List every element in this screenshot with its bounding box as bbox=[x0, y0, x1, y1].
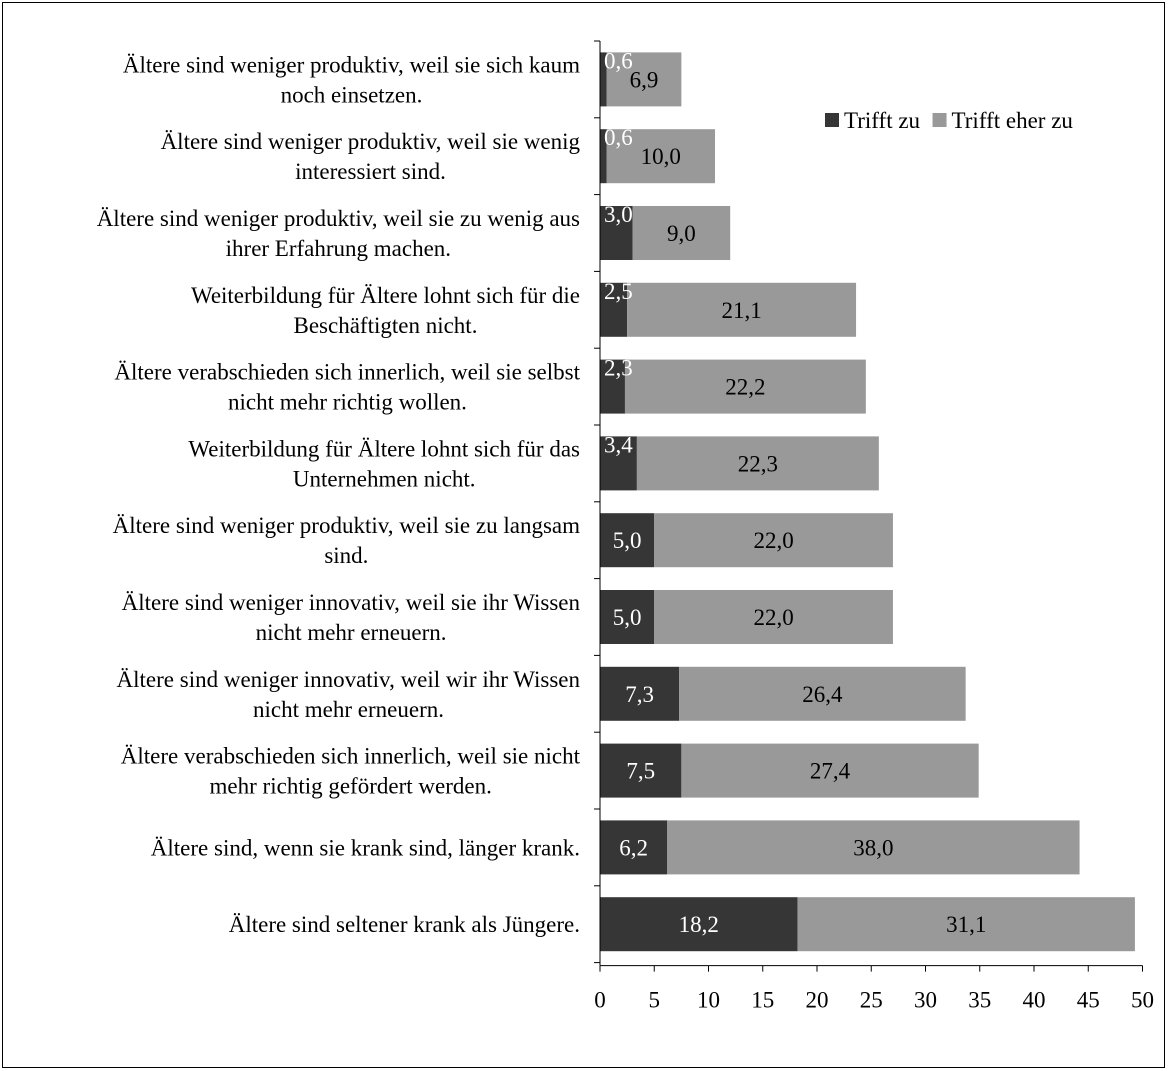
bar-trifft-zu bbox=[600, 52, 607, 107]
bar-trifft-zu bbox=[600, 590, 655, 644]
bar-value-label: 0,6 bbox=[604, 48, 633, 73]
bar-value-label: 38,0 bbox=[853, 835, 893, 860]
bar-value-label: 31,1 bbox=[946, 912, 986, 937]
category-label: Ältere sind weniger produktiv, weil sie … bbox=[97, 206, 580, 231]
bar-value-label: 0,6 bbox=[604, 125, 633, 150]
legend-swatch bbox=[932, 113, 947, 127]
bar-value-label: 10,0 bbox=[641, 144, 681, 169]
x-tick-label: 50 bbox=[1131, 988, 1154, 1013]
bar-trifft-zu bbox=[600, 359, 625, 414]
bar-trifft-eher-zu bbox=[797, 897, 1135, 952]
category-label: Unternehmen nicht. bbox=[293, 466, 476, 491]
bar-value-label: 3,4 bbox=[604, 432, 633, 457]
bar-value-label: 9,0 bbox=[667, 221, 696, 246]
x-tick-label: 30 bbox=[914, 988, 937, 1013]
x-tick-label: 25 bbox=[860, 988, 883, 1013]
bar-trifft-zu bbox=[600, 129, 607, 184]
legend-swatch bbox=[825, 113, 839, 127]
bar-trifft-eher-zu bbox=[679, 666, 966, 721]
bar-trifft-zu bbox=[600, 513, 655, 568]
bar-value-label: 3,0 bbox=[604, 202, 633, 227]
x-tick-label: 5 bbox=[649, 988, 661, 1013]
category-label: Ältere verabschieden sich innerlich, wei… bbox=[114, 360, 580, 385]
category-label: interessiert sind. bbox=[295, 159, 446, 184]
x-tick-label: 0 bbox=[594, 988, 606, 1013]
bar-trifft-eher-zu bbox=[624, 359, 866, 414]
stacked-bar-chart: 0,66,90,610,03,09,02,521,12,322,23,422,3… bbox=[97, 40, 1154, 1013]
category-label: nicht mehr erneuern. bbox=[256, 620, 447, 645]
bar-value-label: 7,3 bbox=[625, 682, 654, 707]
x-tick-label: 10 bbox=[697, 988, 720, 1013]
bar-trifft-zu bbox=[600, 820, 668, 875]
bar-trifft-zu bbox=[600, 282, 628, 337]
category-label: nicht mehr richtig wollen. bbox=[228, 390, 467, 415]
bar-value-label: 22,3 bbox=[738, 451, 778, 476]
category-label: Weiterbildung für Ältere lohnt sich für … bbox=[191, 283, 580, 308]
bar-trifft-eher-zu bbox=[667, 820, 1080, 875]
bar-value-label: 27,4 bbox=[810, 759, 851, 784]
bar-value-label: 22,0 bbox=[753, 605, 793, 630]
category-label: Ältere sind weniger produktiv, weil sie … bbox=[161, 129, 581, 154]
category-label: Ältere sind weniger produktiv, weil sie … bbox=[113, 513, 580, 538]
bar-trifft-eher-zu bbox=[654, 590, 893, 644]
legend-label: Trifft eher zu bbox=[952, 108, 1074, 133]
bar-value-label: 18,2 bbox=[679, 912, 719, 937]
category-label: sind. bbox=[324, 543, 368, 568]
x-tick-label: 40 bbox=[1023, 988, 1046, 1013]
bar-value-label: 5,0 bbox=[613, 605, 642, 630]
category-label: mehr richtig gefördert werden. bbox=[210, 774, 492, 799]
bar-trifft-eher-zu bbox=[606, 52, 682, 107]
category-label: Ältere sind, wenn sie krank sind, länger… bbox=[151, 835, 580, 860]
bar-trifft-eher-zu bbox=[632, 206, 731, 260]
category-label: Ältere verabschieden sich innerlich, wei… bbox=[121, 744, 581, 769]
legend-label: Trifft zu bbox=[844, 108, 921, 133]
category-label: nicht mehr erneuern. bbox=[253, 697, 444, 722]
bar-trifft-zu bbox=[600, 436, 637, 491]
category-label: Ältere sind weniger innovativ, weil wir … bbox=[117, 667, 581, 692]
category-label: Ältere sind weniger innovativ, weil sie … bbox=[122, 590, 581, 615]
bar-trifft-eher-zu bbox=[681, 743, 979, 798]
bar-value-label: 21,1 bbox=[721, 298, 761, 323]
category-label: ihrer Erfahrung machen. bbox=[226, 236, 451, 261]
x-tick-label: 45 bbox=[1077, 988, 1100, 1013]
bar-trifft-zu bbox=[600, 666, 680, 721]
bar-value-label: 2,5 bbox=[604, 279, 633, 304]
bar-trifft-eher-zu bbox=[654, 513, 893, 568]
category-label: Ältere sind weniger produktiv, weil sie … bbox=[123, 52, 580, 77]
bar-value-label: 22,2 bbox=[725, 375, 765, 400]
bar-value-label: 22,0 bbox=[753, 528, 793, 553]
bar-value-label: 2,3 bbox=[604, 356, 633, 381]
bar-value-label: 7,5 bbox=[626, 759, 655, 784]
bar-trifft-zu bbox=[600, 743, 682, 798]
category-label: Ältere sind seltener krank als Jüngere. bbox=[229, 912, 580, 937]
bar-trifft-eher-zu bbox=[636, 436, 879, 491]
bar-value-label: 26,4 bbox=[802, 682, 843, 707]
x-tick-label: 15 bbox=[751, 988, 774, 1013]
category-label: noch einsetzen. bbox=[281, 82, 423, 107]
category-label: Weiterbildung für Ältere lohnt sich für … bbox=[188, 436, 580, 461]
bar-value-label: 5,0 bbox=[613, 528, 642, 553]
bar-trifft-zu bbox=[600, 206, 633, 260]
x-tick-label: 35 bbox=[968, 988, 991, 1013]
bar-value-label: 6,9 bbox=[630, 67, 659, 92]
category-label: Beschäftigten nicht. bbox=[294, 313, 478, 338]
bar-trifft-eher-zu bbox=[627, 282, 857, 337]
bar-trifft-zu bbox=[600, 897, 798, 952]
bar-value-label: 6,2 bbox=[619, 835, 648, 860]
bar-trifft-eher-zu bbox=[606, 129, 716, 184]
x-tick-label: 20 bbox=[806, 988, 829, 1013]
